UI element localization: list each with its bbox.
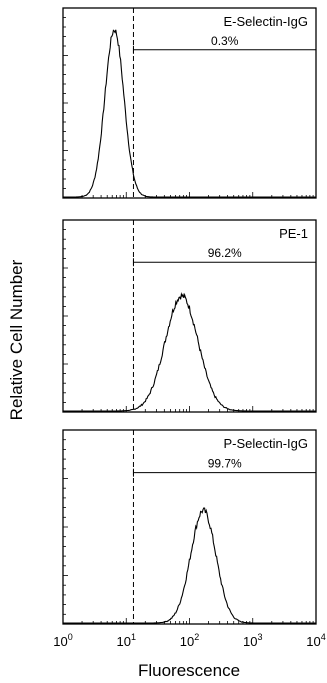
gate-percent-label: 99.7% xyxy=(208,457,242,471)
panel-1: 0.3% E-Selectin-IgG xyxy=(62,7,317,199)
gate-percent-label: 96.2% xyxy=(208,246,242,260)
histogram-curve xyxy=(63,291,316,412)
x-axis: 100 101 102 103 104 xyxy=(53,632,325,649)
panel-frame xyxy=(62,219,317,413)
gate-percent-label: 0.3% xyxy=(211,34,239,48)
x-tick-label: 100 xyxy=(53,632,72,649)
x-tick-label: 104 xyxy=(306,632,325,649)
panel-label: PE-1 xyxy=(279,226,308,241)
panel-frame xyxy=(62,429,317,625)
x-tick-label: 103 xyxy=(243,632,262,649)
panel-3: 99.7% P-Selectin-IgG xyxy=(62,429,317,625)
y-axis-label: Relative Cell Number xyxy=(7,259,26,420)
panels-group: 0.3% E-Selectin-IgG 96.2% PE-1 99.7% P-Select… xyxy=(62,7,317,625)
x-tick-label: 101 xyxy=(117,632,136,649)
histogram-curve xyxy=(63,29,316,198)
x-axis-label: Fluorescence xyxy=(138,661,240,680)
panel-frame xyxy=(62,7,317,199)
panel-label: E-Selectin-IgG xyxy=(223,14,308,29)
panel-2: 96.2% PE-1 xyxy=(62,219,317,413)
x-tick-label: 102 xyxy=(180,632,199,649)
panel-label: P-Selectin-IgG xyxy=(223,436,308,451)
histogram-curve xyxy=(63,507,316,624)
